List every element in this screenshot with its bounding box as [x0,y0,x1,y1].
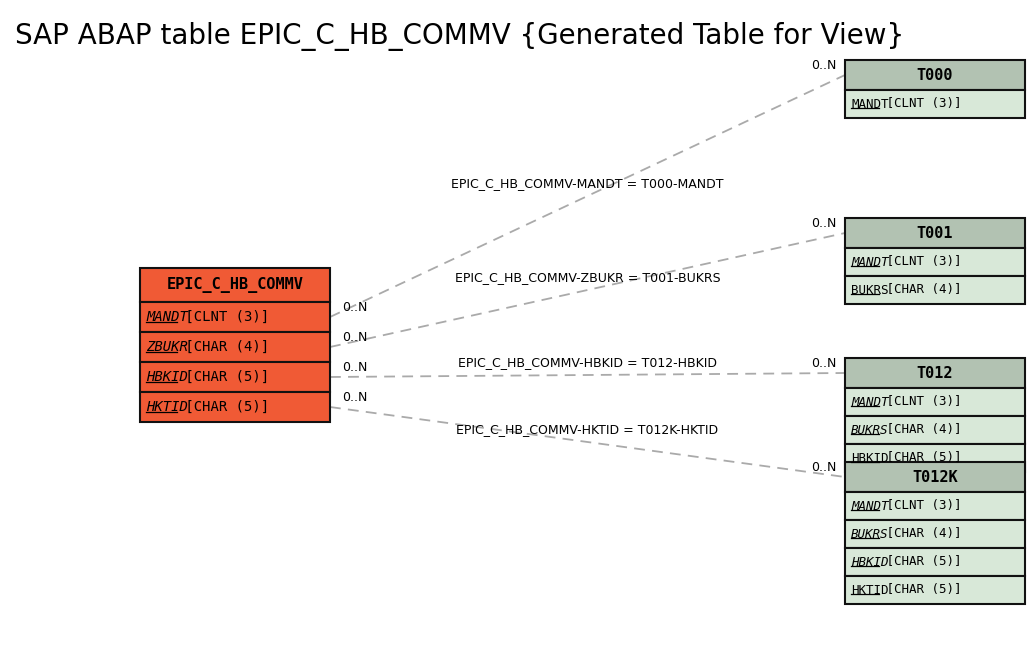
Text: MANDT: MANDT [146,310,188,324]
Bar [845,492,1025,520]
Text: 0..N: 0..N [342,331,367,344]
Text: [CLNT (3)]: [CLNT (3)] [177,310,269,324]
Bar [845,388,1025,416]
Text: MANDT: MANDT [851,98,889,111]
Text: BUKRS: BUKRS [851,424,889,437]
Text: T012: T012 [917,365,954,380]
Text: HBKID: HBKID [146,370,188,384]
Text: 0..N: 0..N [342,361,367,374]
Text: MANDT: MANDT [851,255,889,268]
Text: SAP ABAP table EPIC_C_HB_COMMV {Generated Table for View}: SAP ABAP table EPIC_C_HB_COMMV {Generate… [15,22,904,51]
Bar [845,276,1025,304]
Text: [CHAR (4)]: [CHAR (4)] [878,283,961,296]
Bar [140,268,330,302]
Text: T001: T001 [917,226,954,240]
Text: 0..N: 0..N [342,391,367,404]
Text: 0..N: 0..N [342,301,367,314]
Text: EPIC_C_HB_COMMV-HBKID = T012-HBKID: EPIC_C_HB_COMMV-HBKID = T012-HBKID [458,356,717,369]
Bar [140,332,330,362]
Text: EPIC_C_HB_COMMV-ZBUKR = T001-BUKRS: EPIC_C_HB_COMMV-ZBUKR = T001-BUKRS [455,271,721,284]
Bar [845,462,1025,492]
Text: [CHAR (4)]: [CHAR (4)] [878,528,961,541]
Text: MANDT: MANDT [851,499,889,512]
Bar [845,358,1025,388]
Text: ZBUKR: ZBUKR [146,340,188,354]
Bar [845,548,1025,576]
Bar [845,60,1025,90]
Text: [CLNT (3)]: [CLNT (3)] [878,499,961,512]
Text: [CLNT (3)]: [CLNT (3)] [878,98,961,111]
Text: [CLNT (3)]: [CLNT (3)] [878,395,961,408]
Text: [CHAR (4)]: [CHAR (4)] [177,340,269,354]
Text: HBKID: HBKID [851,556,889,569]
Text: 0..N: 0..N [811,461,837,474]
Bar [140,392,330,422]
Text: 0..N: 0..N [811,217,837,230]
Bar [845,90,1025,118]
Text: [CHAR (5)]: [CHAR (5)] [177,400,269,414]
Text: BUKRS: BUKRS [851,528,889,541]
Text: [CHAR (5)]: [CHAR (5)] [878,584,961,597]
Text: BUKRS: BUKRS [851,283,889,296]
Text: [CHAR (5)]: [CHAR (5)] [177,370,269,384]
Bar [845,576,1025,604]
Bar [845,248,1025,276]
Text: T000: T000 [917,68,954,83]
Text: HKTID: HKTID [146,400,188,414]
Text: [CHAR (5)]: [CHAR (5)] [878,556,961,569]
Bar [140,362,330,392]
Bar [845,218,1025,248]
Text: [CLNT (3)]: [CLNT (3)] [878,255,961,268]
Text: T012K: T012K [912,469,958,484]
Bar [845,520,1025,548]
Text: 0..N: 0..N [811,59,837,72]
Text: [CHAR (5)]: [CHAR (5)] [878,452,961,465]
Text: EPIC_C_HB_COMMV-HKTID = T012K-HKTID: EPIC_C_HB_COMMV-HKTID = T012K-HKTID [457,423,719,436]
Text: MANDT: MANDT [851,395,889,408]
Text: EPIC_C_HB_COMMV-MANDT = T000-MANDT: EPIC_C_HB_COMMV-MANDT = T000-MANDT [452,177,724,190]
Text: [CHAR (4)]: [CHAR (4)] [878,424,961,437]
Bar [845,444,1025,472]
Text: HKTID: HKTID [851,584,889,597]
Bar [140,302,330,332]
Text: 0..N: 0..N [811,357,837,370]
Text: EPIC_C_HB_COMMV: EPIC_C_HB_COMMV [167,277,303,293]
Text: HBKID: HBKID [851,452,889,465]
Bar [845,416,1025,444]
